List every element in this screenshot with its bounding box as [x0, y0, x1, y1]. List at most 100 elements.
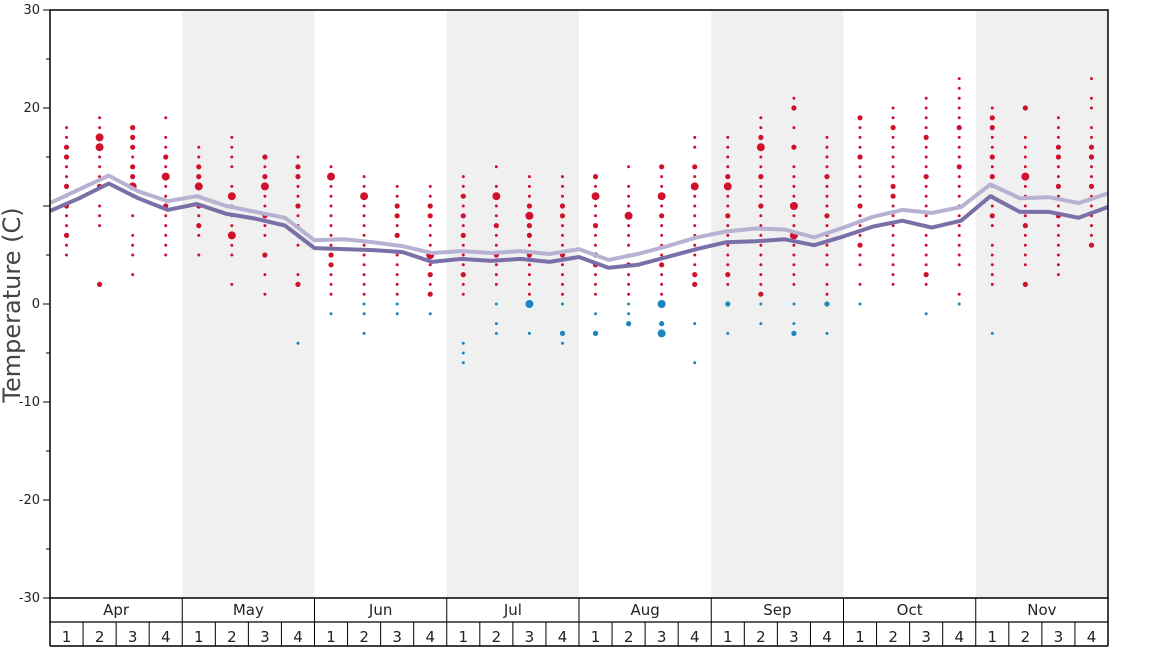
warm-point — [494, 204, 498, 208]
warm-point — [1023, 184, 1027, 188]
warm-point — [362, 282, 366, 286]
warm-point — [527, 194, 531, 198]
warm-point — [792, 224, 796, 228]
y-tick-label: -10 — [19, 395, 40, 410]
week-label: 3 — [1054, 628, 1064, 646]
warm-point — [825, 165, 829, 169]
warm-point — [63, 144, 70, 150]
warm-point — [792, 243, 796, 247]
warm-point — [428, 224, 432, 228]
warm-point — [858, 184, 862, 188]
warm-point — [990, 243, 994, 247]
warm-point — [825, 145, 829, 149]
warm-point — [130, 174, 136, 180]
warm-point — [957, 194, 961, 198]
warm-point — [65, 224, 69, 228]
y-axis: 30 20 0 -10 -20 -30 — [19, 3, 50, 606]
warm-point — [527, 292, 531, 296]
warm-point — [428, 194, 432, 198]
warm-point — [494, 273, 498, 277]
warm-point — [560, 282, 564, 286]
series-line-lower — [49, 181, 1109, 270]
warm-point — [1023, 233, 1027, 237]
month-label: Oct — [897, 601, 923, 619]
cold-point — [494, 322, 498, 326]
warm-point — [957, 155, 961, 159]
warm-point — [1089, 106, 1093, 110]
warm-point — [957, 184, 961, 188]
warm-point — [792, 194, 796, 198]
warm-point — [693, 263, 697, 267]
warm-point — [990, 135, 994, 139]
warm-point — [395, 224, 399, 228]
warm-point — [360, 192, 369, 201]
week-label: 2 — [1021, 628, 1031, 646]
cold-point — [657, 300, 666, 308]
warm-point — [957, 233, 961, 237]
warm-point — [427, 203, 433, 209]
warm-point — [1056, 263, 1060, 267]
warm-point — [726, 282, 730, 286]
warm-point — [792, 263, 796, 267]
warm-point — [263, 273, 267, 277]
cold-point — [594, 312, 598, 316]
warm-point — [362, 175, 366, 179]
warm-point — [130, 144, 136, 150]
week-label: 3 — [657, 628, 667, 646]
warm-point — [858, 214, 862, 218]
week-label: 3 — [789, 628, 799, 646]
week-label: 4 — [954, 628, 964, 646]
warm-point — [627, 282, 631, 286]
warm-point — [494, 165, 498, 169]
cold-point — [957, 302, 961, 306]
warm-point — [197, 253, 201, 257]
warm-point — [726, 224, 730, 228]
warm-point — [956, 125, 962, 131]
warm-point — [492, 192, 501, 201]
cold-point — [527, 331, 531, 335]
cold-point — [693, 361, 697, 365]
warm-point — [161, 172, 170, 181]
warm-point — [891, 214, 895, 218]
warm-point — [461, 253, 465, 257]
warm-point — [759, 214, 763, 218]
warm-point — [990, 106, 994, 110]
warm-point — [594, 273, 598, 277]
warm-point — [461, 243, 465, 247]
warm-point — [1088, 144, 1095, 150]
warm-point — [989, 154, 995, 160]
week-label: 3 — [128, 628, 138, 646]
warm-point — [263, 224, 267, 228]
warm-point — [163, 154, 169, 160]
warm-point — [460, 213, 466, 219]
warm-point — [759, 263, 763, 267]
month-label: Nov — [1027, 601, 1056, 619]
cold-point — [792, 322, 796, 326]
warm-point — [63, 183, 70, 189]
warm-point — [957, 106, 961, 110]
warm-point — [131, 253, 135, 257]
warm-point — [660, 184, 664, 188]
warm-point — [756, 143, 765, 152]
warm-point — [759, 165, 763, 169]
data-points — [63, 77, 1095, 365]
warm-point — [164, 243, 168, 247]
warm-point — [262, 154, 268, 160]
warm-point — [759, 126, 763, 130]
warm-point — [65, 126, 69, 130]
week-label: 4 — [1087, 628, 1097, 646]
warm-point — [560, 233, 564, 237]
cold-point — [461, 361, 465, 365]
warm-point — [726, 155, 730, 159]
warm-point — [660, 224, 664, 228]
warm-point — [1022, 105, 1028, 111]
warm-point — [758, 291, 764, 297]
warm-point — [196, 174, 202, 180]
warm-point — [990, 145, 994, 149]
series-line-upper — [49, 173, 1109, 262]
warm-point — [627, 194, 631, 198]
warm-point — [594, 243, 598, 247]
warm-point — [227, 192, 236, 201]
warm-point — [759, 224, 763, 228]
warm-point — [660, 292, 664, 296]
